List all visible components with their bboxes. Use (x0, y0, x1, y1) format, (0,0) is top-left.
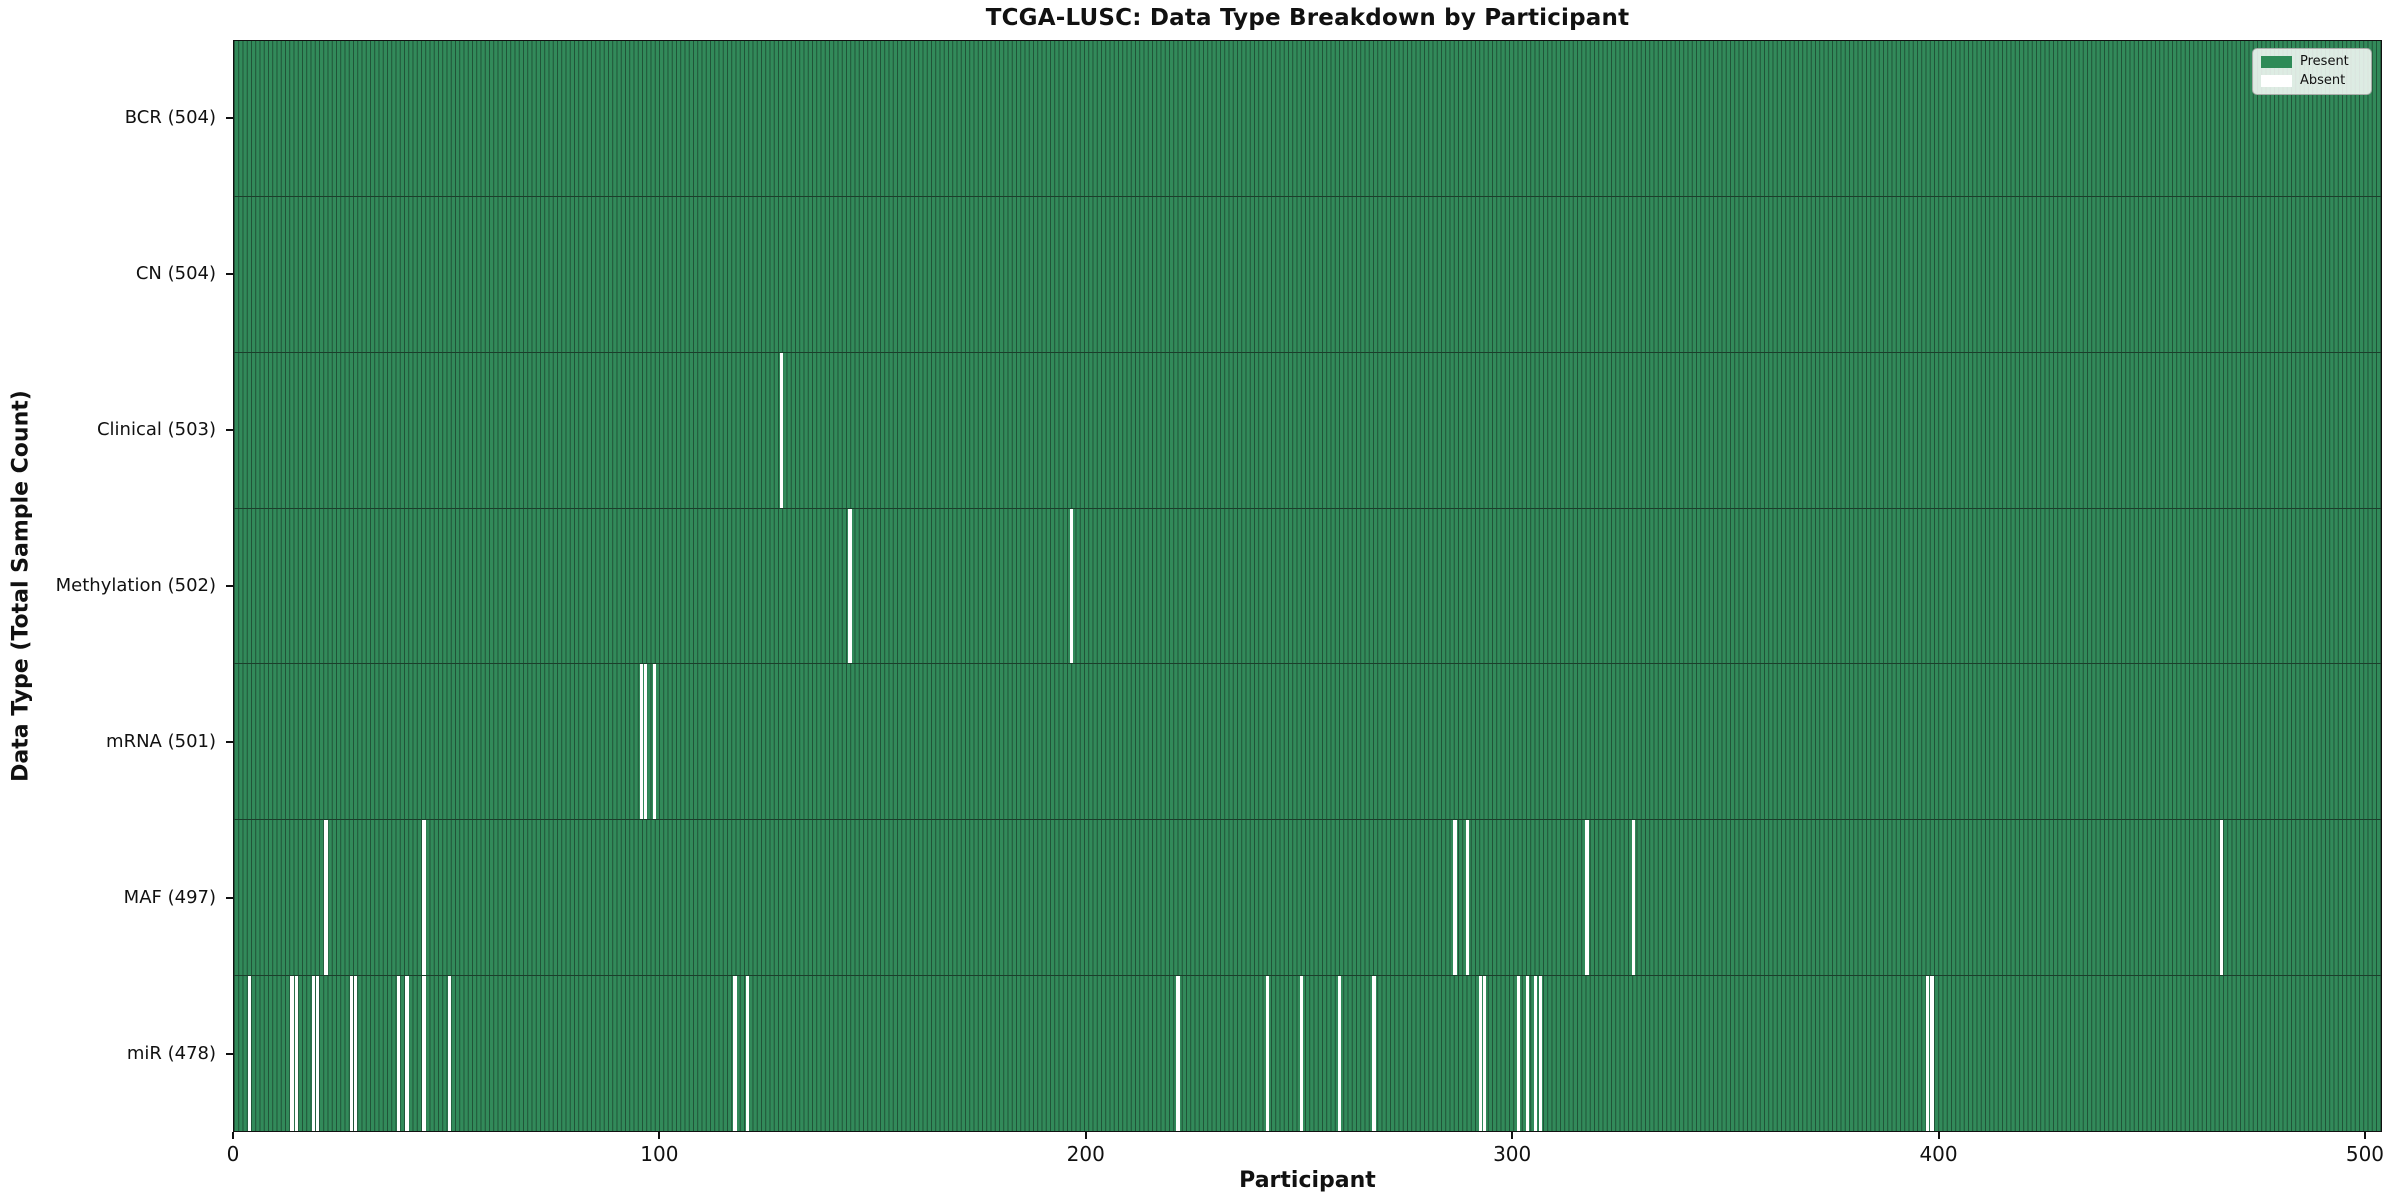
absent-mark (652, 664, 656, 820)
y-tick-mark (226, 741, 233, 743)
x-tick-label-0: 0 (226, 1142, 240, 1166)
absent-mark (2220, 820, 2224, 976)
absent-mark (1517, 976, 1521, 1132)
y-tick-label-cn: CN (504) (135, 263, 216, 284)
y-tick-mark (226, 585, 233, 587)
absent-mark (290, 976, 294, 1132)
absent-mark (1069, 508, 1074, 664)
legend: Present Absent (2252, 48, 2372, 95)
y-tick-mark (226, 273, 233, 275)
row-methylation (234, 507, 2381, 664)
x-tick-label-400: 400 (1919, 1142, 1958, 1166)
legend-swatch-present (2261, 55, 2292, 68)
x-tick-label-300: 300 (1493, 1142, 1532, 1166)
absent-mark (448, 976, 452, 1132)
absent-mark (1176, 976, 1180, 1132)
row-bcr (234, 41, 2381, 196)
absent-mark (780, 352, 784, 508)
absent-mark (324, 820, 328, 976)
absent-mark (1265, 976, 1270, 1132)
x-tick-label-200: 200 (1066, 1142, 1105, 1166)
absent-mark (354, 976, 358, 1132)
y-tick-label-bcr: BCR (504) (124, 107, 216, 128)
legend-swatch-absent (2261, 74, 2292, 87)
x-tick-mark (1937, 1132, 1940, 1139)
absent-mark (405, 976, 409, 1132)
absent-mark (1538, 976, 1542, 1132)
legend-label: Present (2300, 54, 2349, 69)
legend-item-absent: Absent (2261, 73, 2363, 88)
x-tick-mark (1511, 1132, 1514, 1139)
row-cn (234, 195, 2381, 352)
x-tick-mark (1084, 1132, 1087, 1139)
absent-mark (1525, 976, 1529, 1132)
absent-mark (422, 976, 426, 1132)
absent-mark (247, 976, 251, 1132)
y-tick-label-mrna: mRNA (501) (106, 731, 216, 752)
chart-title: TCGA-LUSC: Data Type Breakdown by Partic… (985, 5, 1630, 31)
x-tick-mark (658, 1132, 661, 1139)
absent-mark (294, 976, 298, 1132)
y-tick-mark (226, 429, 233, 431)
legend-label: Absent (2300, 73, 2346, 88)
absent-mark (848, 508, 852, 664)
y-tick-mark (226, 897, 233, 899)
absent-mark (396, 976, 401, 1132)
absent-mark (1372, 976, 1376, 1132)
absent-mark (311, 976, 315, 1132)
y-tick-mark (226, 1053, 233, 1055)
absent-mark (350, 976, 354, 1132)
absent-mark (1632, 820, 1636, 976)
absent-mark (1930, 976, 1934, 1132)
x-tick-mark (232, 1132, 234, 1139)
row-mir (234, 975, 2381, 1132)
row-mrna (234, 663, 2381, 820)
y-tick-label-maf: MAF (497) (123, 887, 216, 908)
legend-item-present: Present (2261, 54, 2363, 69)
absent-mark (1585, 820, 1589, 976)
absent-mark (1466, 820, 1470, 976)
absent-mark (1338, 976, 1342, 1132)
absent-mark (733, 976, 737, 1132)
absent-mark (746, 976, 750, 1132)
absent-mark (315, 976, 320, 1132)
y-tick-mark (226, 117, 233, 119)
absent-mark (639, 664, 643, 820)
plot-area: Present Absent (233, 40, 2382, 1132)
y-tick-label-methylation: Methylation (502) (55, 575, 216, 596)
x-axis-title: Participant (1239, 1168, 1376, 1193)
absent-mark (643, 664, 648, 820)
x-tick-label-100: 100 (640, 1142, 679, 1166)
absent-mark (422, 820, 426, 976)
absent-mark (1483, 976, 1487, 1132)
absent-mark (1534, 976, 1538, 1132)
y-tick-label-clinical: Clinical (503) (96, 419, 216, 440)
absent-mark (1926, 976, 1930, 1132)
y-tick-label-mir: miR (478) (126, 1043, 216, 1064)
x-tick-mark (2363, 1132, 2366, 1139)
absent-mark (1300, 976, 1304, 1132)
x-tick-label-500: 500 (2345, 1142, 2385, 1166)
row-maf (234, 819, 2381, 976)
row-clinical (234, 351, 2381, 508)
absent-mark (1453, 820, 1457, 976)
absent-mark (1478, 976, 1483, 1132)
